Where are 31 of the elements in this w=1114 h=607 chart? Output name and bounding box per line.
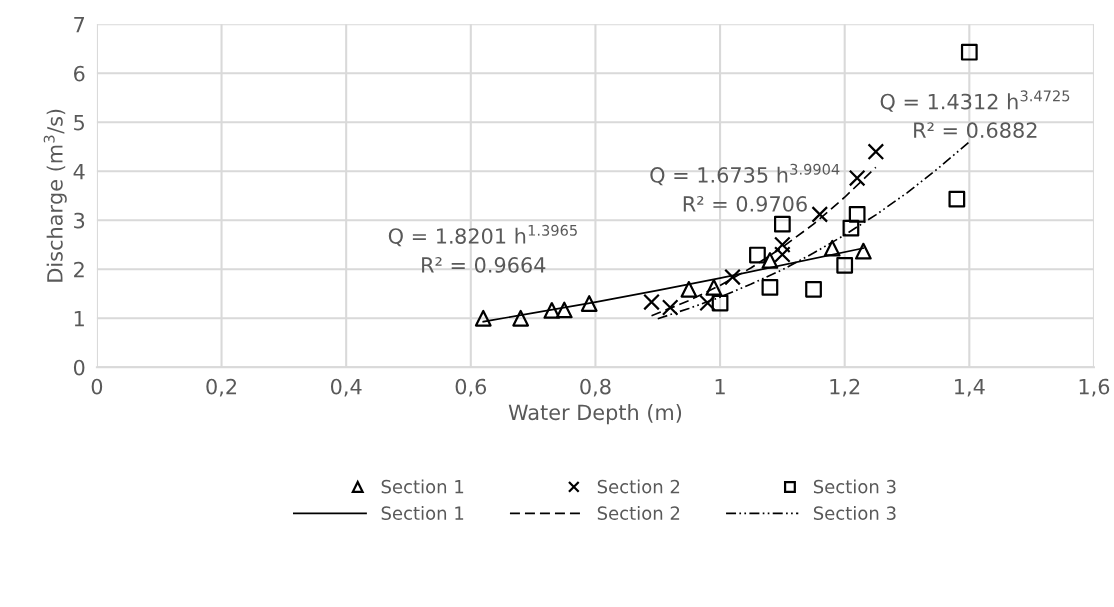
x-tick-label: 0,2	[206, 378, 237, 397]
x-tick-label: 0,8	[580, 378, 611, 397]
x-tick-label: 0	[91, 378, 103, 395]
annotation: Q = 1.8201 h$^{1.3965}$	[388, 224, 577, 247]
legend-label: Section 1	[381, 479, 464, 494]
x-tick-label: 1,6	[1079, 378, 1110, 397]
annotation: Q = 1.4312 h$^{3.4725}$	[880, 90, 1070, 112]
annotation: R² = 0.9706	[683, 195, 807, 212]
y-tick-label: 4	[73, 163, 85, 180]
y-tick-label: 5	[74, 114, 84, 131]
y-tick-label: 7	[74, 17, 85, 33]
y-tick-label: 2	[74, 261, 84, 278]
y-tick-label: 6	[74, 65, 85, 82]
y-tick-label: 3	[74, 212, 85, 229]
legend-label: Section 2	[597, 506, 680, 520]
annotation: R² = 0.9664	[422, 257, 546, 273]
x-tick-label: 0,4	[330, 378, 362, 397]
legend-label: Section 3	[813, 506, 896, 520]
y-tick-label: 0	[73, 359, 85, 376]
y-tick-label: 1	[74, 310, 84, 327]
x-axis-title: Water Depth (m)	[508, 404, 682, 425]
annotation: R² = 0.6882	[914, 122, 1037, 139]
x-tick-label: 1	[715, 378, 725, 395]
x-tick-label: 1,2	[830, 378, 860, 397]
x-tick-label: 1,4	[955, 378, 985, 397]
legend-label: Section 2	[597, 479, 680, 494]
annotation: Q = 1.6735 h$^{3.9904}$	[650, 163, 840, 186]
y-axis-title: Discharge (m$^{3}$/s)	[43, 109, 67, 282]
legend-label: Section 1	[381, 506, 464, 520]
x-tick-label: 0,6	[455, 378, 487, 397]
legend-label: Section 3	[813, 479, 896, 494]
